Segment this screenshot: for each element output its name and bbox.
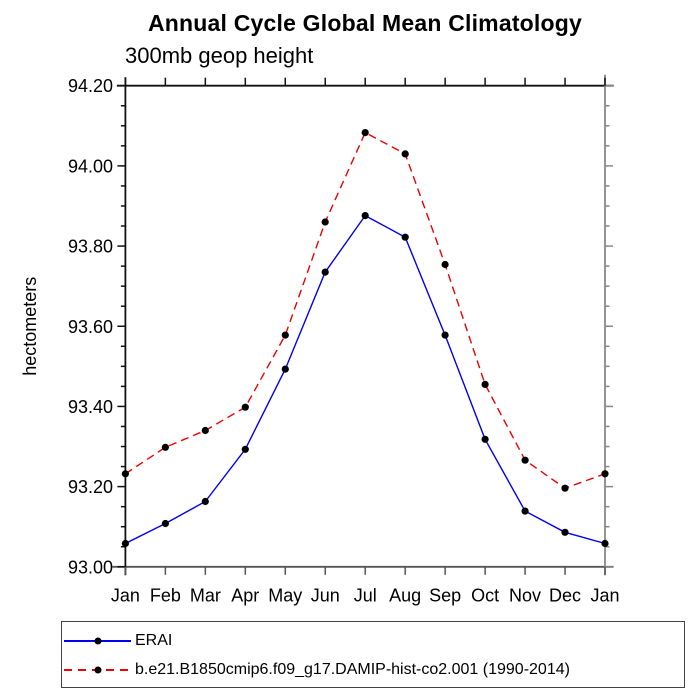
x-tick-label: Jan bbox=[590, 586, 619, 606]
x-tick-label: Jul bbox=[354, 586, 377, 606]
data-point-series0-7 bbox=[401, 233, 409, 241]
data-point-series1-2 bbox=[201, 426, 209, 435]
data-point-series0-11 bbox=[561, 528, 569, 536]
x-tick-label: Apr bbox=[231, 586, 259, 606]
x-tick-label: Dec bbox=[549, 586, 581, 606]
data-point-series0-0 bbox=[121, 539, 129, 548]
data-point-series1-9 bbox=[481, 380, 489, 388]
x-tick-label: May bbox=[268, 586, 302, 606]
legend-entry-model: b.e21.B1850cmip6.f09_g17.DAMIP-hist-co2.… bbox=[64, 655, 684, 684]
x-tick-label: Aug bbox=[389, 586, 421, 606]
data-point-series1-10 bbox=[521, 456, 529, 464]
y-tick-label: 94.00 bbox=[68, 156, 113, 176]
data-point-series1-8 bbox=[441, 260, 449, 269]
data-point-series0-6 bbox=[361, 212, 369, 220]
x-tick-label: Oct bbox=[471, 586, 499, 606]
data-point-series1-6 bbox=[361, 129, 369, 137]
legend-label-erai: ERAI bbox=[135, 631, 173, 649]
y-axis-title: hectometers bbox=[20, 277, 40, 376]
y-tick-label: 94.20 bbox=[68, 76, 113, 96]
x-tick-label: Feb bbox=[150, 586, 181, 606]
data-point-series0-8 bbox=[441, 331, 449, 339]
data-point-series1-3 bbox=[241, 403, 249, 411]
legend-line-sample-dashed bbox=[64, 665, 131, 674]
x-tick-label: Nov bbox=[509, 586, 541, 606]
data-point-series0-1 bbox=[161, 519, 169, 528]
legend: ERAI b.e21.B1850cmip6.f09_g17.DAMIP-hist… bbox=[61, 621, 685, 688]
y-tick-label: 93.00 bbox=[68, 557, 113, 577]
chart-title: Annual Cycle Global Mean Climatology bbox=[147, 10, 583, 36]
data-point-series0-4 bbox=[281, 365, 289, 373]
x-tick-label: Jan bbox=[111, 586, 140, 606]
legend-label-model: b.e21.B1850cmip6.f09_g17.DAMIP-hist-co2.… bbox=[135, 660, 570, 678]
data-point-series1-4 bbox=[281, 331, 289, 339]
data-point-series0-5 bbox=[321, 268, 329, 276]
y-tick-label: 93.80 bbox=[68, 237, 113, 257]
data-point-series1-1 bbox=[161, 443, 169, 451]
data-point-series0-2 bbox=[201, 497, 209, 506]
legend-marker-dot-icon bbox=[94, 637, 101, 645]
data-point-series0-10 bbox=[521, 507, 529, 515]
data-point-series1-5 bbox=[321, 218, 329, 226]
legend-marker-dot-icon bbox=[94, 666, 101, 674]
data-point-series1-7 bbox=[401, 150, 409, 158]
y-tick-label: 93.40 bbox=[68, 397, 113, 417]
data-point-series0-9 bbox=[481, 435, 489, 443]
data-point-series1-11 bbox=[561, 484, 569, 492]
series-line-1 bbox=[125, 131, 606, 489]
y-tick-label: 93.60 bbox=[68, 317, 113, 337]
x-tick-label: Sep bbox=[429, 586, 461, 606]
data-point-series1-0 bbox=[121, 470, 129, 478]
legend-line-sample-solid bbox=[64, 636, 131, 645]
x-tick-label: Jun bbox=[311, 586, 340, 606]
data-point-series0-12 bbox=[601, 539, 609, 548]
data-point-series0-3 bbox=[241, 445, 249, 453]
legend-entry-erai: ERAI bbox=[64, 626, 684, 655]
y-tick-label: 93.20 bbox=[68, 477, 113, 497]
chart-subtitle: 300mb geop height bbox=[125, 43, 314, 68]
data-point-series1-12 bbox=[601, 470, 609, 478]
x-tick-label: Mar bbox=[190, 586, 221, 606]
series-line-0 bbox=[125, 214, 606, 545]
